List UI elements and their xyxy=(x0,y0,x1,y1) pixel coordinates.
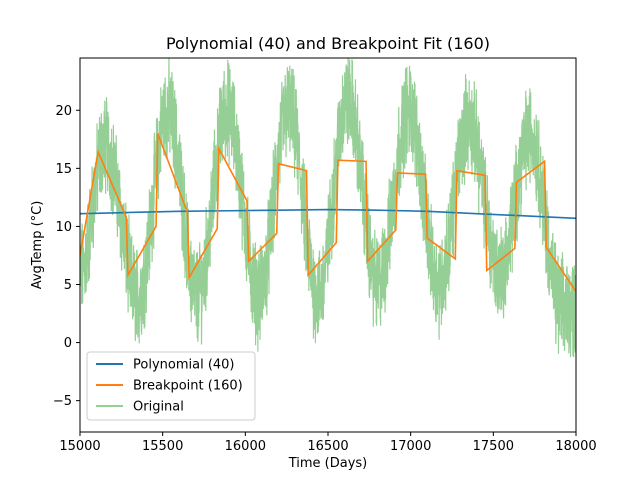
series-breakpoint-line xyxy=(80,133,576,292)
legend-box xyxy=(86,351,256,421)
x-tick-label: 17500 xyxy=(473,439,514,454)
x-axis-label: Time (Days) xyxy=(288,456,368,471)
x-axis: 15000 15500 16000 16500 17000 17500 18000 xyxy=(59,432,597,454)
y-axis: −5 0 5 10 15 20 xyxy=(53,104,80,409)
x-tick-label: 15500 xyxy=(142,439,183,454)
series-polynomial-line xyxy=(80,208,576,220)
legend: Polynomial (40) Breakpoint (160) Original xyxy=(86,351,256,421)
y-tick-label: 5 xyxy=(64,278,72,293)
x-tick-label: 15000 xyxy=(59,439,100,454)
y-axis-label: AvgTemp (°C) xyxy=(30,201,45,290)
y-tick-label: 15 xyxy=(55,162,72,177)
series-original-line xyxy=(80,58,576,358)
legend-entry: Original xyxy=(133,400,184,415)
x-tick-label: 16000 xyxy=(225,439,266,454)
y-tick-label: 20 xyxy=(55,104,72,119)
x-tick-label: 16500 xyxy=(307,439,348,454)
legend-entry: Breakpoint (160) xyxy=(133,379,243,394)
chart-title: Polynomial (40) and Breakpoint Fit (160) xyxy=(166,34,490,53)
y-tick-label: 0 xyxy=(64,336,72,351)
legend-entry: Polynomial (40) xyxy=(133,358,235,373)
y-tick-label: −5 xyxy=(53,394,72,409)
x-tick-label: 18000 xyxy=(555,439,596,454)
x-tick-label: 17000 xyxy=(390,439,431,454)
y-tick-label: 10 xyxy=(55,220,72,235)
plot-area xyxy=(80,58,576,358)
